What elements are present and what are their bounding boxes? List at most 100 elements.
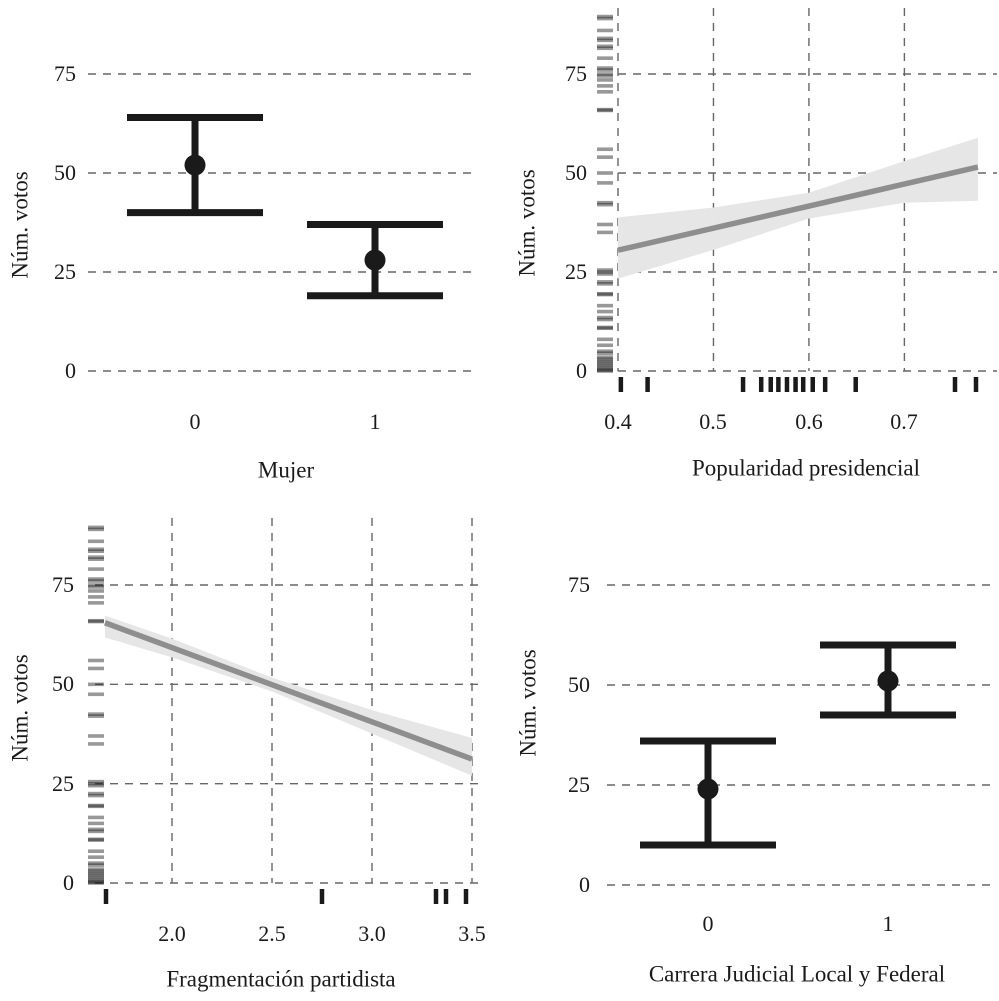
- rug-mark-y: [88, 618, 104, 623]
- rug-mark-y: [88, 601, 104, 605]
- rug-mark-y: [88, 829, 104, 834]
- rug-mark-y: [88, 877, 104, 881]
- rug-mark-y: [88, 867, 104, 871]
- rug-mark-y: [597, 282, 613, 286]
- y-tick-label: 0: [63, 870, 74, 895]
- rug-mark-y: [597, 309, 613, 314]
- rug-mark-x: [103, 889, 109, 904]
- rug-mark-y: [88, 585, 104, 589]
- rug-mark-y: [88, 682, 104, 687]
- x-tick-label: 0.6: [795, 409, 823, 434]
- rug-mark-y: [597, 351, 613, 355]
- rug-mark-y: [88, 821, 104, 826]
- rug-mark-y: [597, 155, 613, 159]
- point-estimate: [877, 670, 899, 692]
- rug-mark-y: [597, 222, 613, 227]
- rug-mark-y: [597, 337, 613, 342]
- x-tick-label: 2.5: [258, 921, 286, 946]
- rug-mark-y: [88, 595, 104, 599]
- rug-mark-y: [88, 577, 104, 581]
- rug-mark-y: [597, 147, 613, 152]
- rug-mark-y: [88, 583, 104, 587]
- x-tick-label: 0.7: [890, 409, 918, 434]
- rug-mark-y: [597, 359, 613, 363]
- rug-mark-y: [88, 879, 104, 883]
- rug-mark-y: [597, 200, 613, 205]
- rug-mark-y: [88, 567, 104, 571]
- rug-mark-y: [597, 325, 613, 330]
- y-tick-label: 75: [54, 61, 76, 86]
- point-estimate: [364, 249, 386, 271]
- y-tick-label: 50: [54, 160, 76, 185]
- rug-mark-y: [597, 280, 613, 284]
- rug-mark-x: [793, 377, 798, 392]
- y-tick-label: 50: [52, 671, 74, 696]
- rug-mark-x: [618, 377, 624, 392]
- rug-mark-y: [88, 863, 104, 867]
- rug-mark-y: [88, 871, 104, 875]
- point-estimate: [697, 778, 719, 800]
- rug-mark-y: [597, 291, 613, 296]
- rug-mark-y: [597, 36, 613, 41]
- x-tick-label: 1: [882, 911, 894, 936]
- x-axis-title: Mujer: [257, 457, 315, 483]
- rug-mark-y: [597, 317, 613, 322]
- rug-mark-y: [597, 56, 613, 60]
- rug-mark-y: [597, 361, 613, 365]
- x-tick-label: 1: [369, 409, 381, 434]
- regression-line: [617, 164, 979, 253]
- y-tick-label: 75: [568, 572, 590, 597]
- rug-mark-y: [88, 815, 104, 820]
- rug-mark-y: [597, 171, 613, 175]
- rug-mark-y: [597, 84, 613, 88]
- rug-mark-x: [800, 377, 806, 392]
- rug-mark-y: [597, 355, 613, 359]
- x-tick-label: 0: [702, 911, 714, 936]
- rug-mark-y: [88, 880, 104, 885]
- rug-mark-y: [88, 666, 104, 671]
- rug-mark-y: [88, 793, 104, 798]
- rug-mark-y: [88, 692, 104, 697]
- rug-mark-x: [973, 377, 979, 392]
- rug-mark-y: [88, 734, 104, 738]
- rug-mark-x: [810, 377, 816, 392]
- rug-mark-y: [88, 714, 104, 718]
- rug-mark-y: [88, 525, 104, 530]
- rug-mark-y: [597, 90, 613, 94]
- rug-mark-y: [88, 838, 104, 842]
- y-tick-label: 75: [565, 61, 587, 86]
- rug-mark-y: [597, 365, 613, 369]
- rug-mark-y: [88, 579, 104, 583]
- y-tick-label: 0: [65, 358, 76, 383]
- rug-mark-y: [597, 368, 613, 373]
- y-axis-title: Núm. votos: [7, 171, 33, 279]
- rug-mark-y: [88, 781, 104, 786]
- y-tick-label: 50: [568, 672, 590, 697]
- rug-mark-y: [597, 28, 613, 33]
- rug-mark-y: [597, 16, 613, 21]
- rug-mark-y: [88, 619, 104, 624]
- rug-mark-y: [88, 837, 104, 842]
- rug-mark-y: [597, 72, 613, 76]
- rug-mark-y: [597, 66, 613, 70]
- rug-mark-y: [88, 557, 104, 561]
- point-estimate: [184, 154, 206, 176]
- y-tick-label: 25: [565, 259, 587, 284]
- rug-mark-y: [88, 589, 104, 593]
- x-tick-label: 0: [189, 409, 201, 434]
- rug-mark-y: [597, 270, 613, 274]
- rug-mark-y: [88, 861, 104, 865]
- rug-mark-y: [597, 74, 613, 78]
- rug-mark-y: [597, 46, 613, 51]
- rug-mark-y: [597, 292, 613, 297]
- x-tick-label: 2.0: [158, 921, 186, 946]
- rug-mark-x: [768, 377, 773, 392]
- rug-mark-y: [88, 855, 104, 859]
- rug-mark-y: [597, 68, 613, 72]
- y-tick-label: 50: [565, 160, 587, 185]
- rug-mark-y: [88, 712, 104, 716]
- rug-mark-y: [88, 869, 104, 873]
- rug-mark-y: [88, 555, 104, 559]
- rug-mark-y: [88, 742, 104, 746]
